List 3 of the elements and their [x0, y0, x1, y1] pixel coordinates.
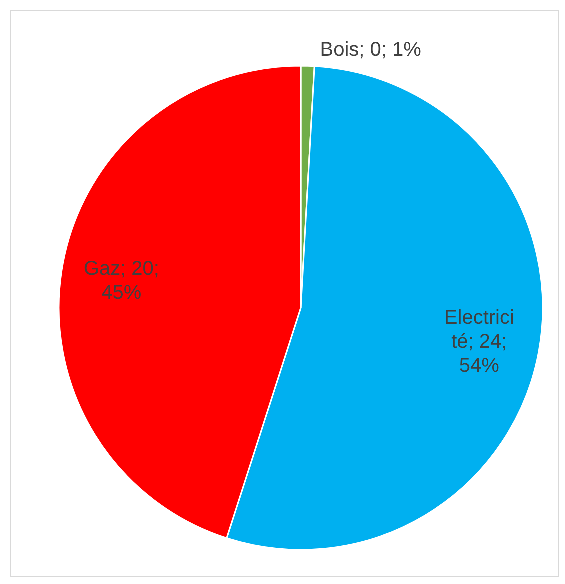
- slice-label: Gaz; 20; 45%: [84, 258, 160, 304]
- slice-label: Bois; 0; 1%: [320, 39, 422, 62]
- slice-label: Electricité; 24; 54%: [444, 307, 514, 378]
